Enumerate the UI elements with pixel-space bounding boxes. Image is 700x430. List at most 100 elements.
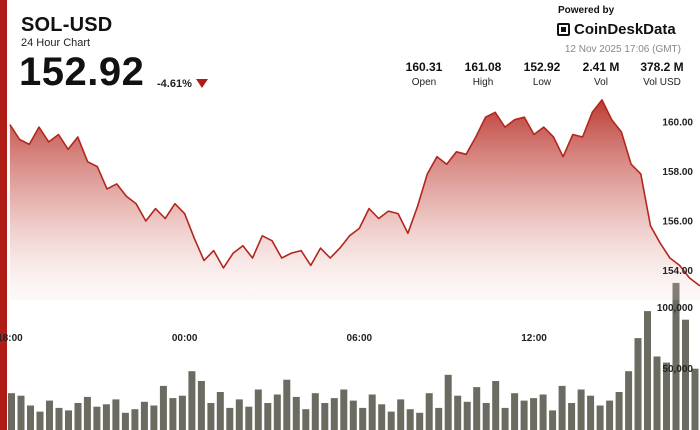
x-tick-label: 00:00 — [172, 333, 198, 344]
volume-bar — [568, 403, 576, 430]
stat-open: 160.31 Open — [394, 60, 454, 88]
volume-bar — [482, 403, 490, 430]
volume-tick-label: 100,000 — [657, 303, 694, 314]
volume-bar — [207, 403, 215, 430]
x-tick-label: 06:00 — [347, 333, 373, 344]
volume-bar — [131, 409, 139, 430]
volume-bar — [549, 410, 557, 430]
stat-value: 160.31 — [405, 60, 443, 74]
volume-bar — [330, 398, 338, 430]
volume-bar — [27, 405, 34, 430]
volume-bar — [435, 407, 443, 430]
price-tick-label: 160.00 — [662, 118, 693, 129]
volume-bar — [682, 319, 689, 430]
stat-value: 2.41 M — [582, 60, 620, 74]
volume-bar — [254, 389, 262, 430]
stat-label: Open — [411, 77, 437, 88]
volume-bar — [121, 412, 129, 430]
volume-bar — [302, 409, 310, 430]
volume-bar — [587, 395, 595, 430]
stat-label: Vol — [594, 77, 608, 88]
volume-bar — [150, 405, 158, 430]
volume-bar — [245, 406, 253, 430]
coindesk-logo-icon — [557, 23, 570, 36]
volume-bar — [235, 399, 243, 430]
price-area — [9, 99, 700, 300]
volume-bar — [36, 411, 44, 430]
volume-bar — [387, 411, 395, 430]
volume-bar — [615, 392, 623, 430]
volume-bar — [539, 394, 547, 430]
axis-labels: 18:00 00:00 06:00 12:00 160.00 158.00 156.00 15… — [0, 118, 693, 376]
volume-bar — [311, 393, 319, 430]
volume-bar — [368, 394, 376, 430]
chart-subtitle: 24 Hour Chart — [21, 37, 91, 49]
volume-bar — [93, 406, 101, 430]
stat-label: Low — [532, 77, 552, 88]
brand-logo[interactable]: CoinDeskData — [557, 21, 676, 38]
price-change: -4.61% — [157, 78, 192, 90]
volume-bar — [83, 396, 91, 430]
stat-value: 152.92 — [523, 60, 561, 74]
stat-high: 161.08 High — [453, 60, 513, 88]
volume-bar — [169, 398, 177, 430]
powered-by-label: Powered by — [558, 5, 615, 16]
price-tick-label: 156.00 — [662, 216, 693, 227]
price-tick-label: 158.00 — [662, 167, 693, 178]
stat-vol-usd: 378.2 M Vol USD — [632, 60, 692, 88]
volume-bar — [501, 407, 509, 430]
volume-bar — [17, 395, 25, 430]
volume-bar — [634, 338, 642, 430]
volume-bar — [444, 374, 452, 430]
volume-bar — [321, 403, 329, 430]
volume-bar — [65, 410, 72, 430]
volume-bar — [520, 400, 528, 430]
brand-name: CoinDeskData — [574, 21, 676, 38]
volume-bar — [511, 393, 519, 430]
volume-bar — [273, 394, 281, 430]
current-price: 152.92 — [19, 50, 145, 94]
stats-row: 160.31 Open 161.08 High 152.92 Low 2.41 … — [0, 60, 700, 94]
timestamp: 12 Nov 2025 17:06 (GMT) — [564, 44, 681, 55]
volume-bar — [644, 311, 651, 430]
stat-label: Vol USD — [643, 77, 681, 88]
volume-bar — [625, 371, 633, 430]
volume-bar — [188, 371, 196, 430]
volume-bars — [8, 282, 699, 430]
volume-bar — [226, 407, 234, 430]
volume-bar — [74, 403, 82, 430]
volume-bar — [596, 405, 604, 430]
volume-bar — [8, 393, 15, 430]
volume-bar — [663, 362, 670, 430]
volume-bar — [416, 412, 424, 430]
volume-bar — [397, 399, 405, 430]
stat-label: High — [472, 77, 494, 88]
price-line — [9, 99, 700, 287]
volume-bar — [406, 409, 414, 430]
stat-low: 152.92 Low — [512, 60, 572, 88]
x-tick-label: 18:00 — [0, 333, 23, 344]
volume-bar — [606, 400, 614, 430]
volume-bar — [46, 400, 53, 430]
volume-bar — [102, 404, 110, 430]
volume-bar — [292, 396, 300, 430]
volume-bar — [653, 356, 661, 430]
stat-value: 161.08 — [464, 60, 502, 74]
volume-bar — [463, 401, 471, 430]
volume-bar — [425, 393, 433, 430]
volume-bar — [577, 389, 585, 430]
volume-bar — [112, 399, 120, 430]
stat-vol: 2.41 M Vol — [571, 60, 631, 88]
volume-bar — [197, 381, 205, 430]
price-tick-label: 154.00 — [662, 266, 693, 277]
volume-bar — [55, 407, 63, 430]
volume-bar — [159, 385, 167, 430]
ticker-symbol: SOL-USD — [21, 14, 113, 36]
volume-bar — [378, 404, 386, 430]
volume-bar — [216, 392, 224, 430]
volume-bar — [691, 368, 699, 430]
accent-bar — [0, 0, 7, 430]
stat-value: 378.2 M — [640, 60, 684, 74]
volume-tick-label: 50,000 — [662, 364, 693, 375]
